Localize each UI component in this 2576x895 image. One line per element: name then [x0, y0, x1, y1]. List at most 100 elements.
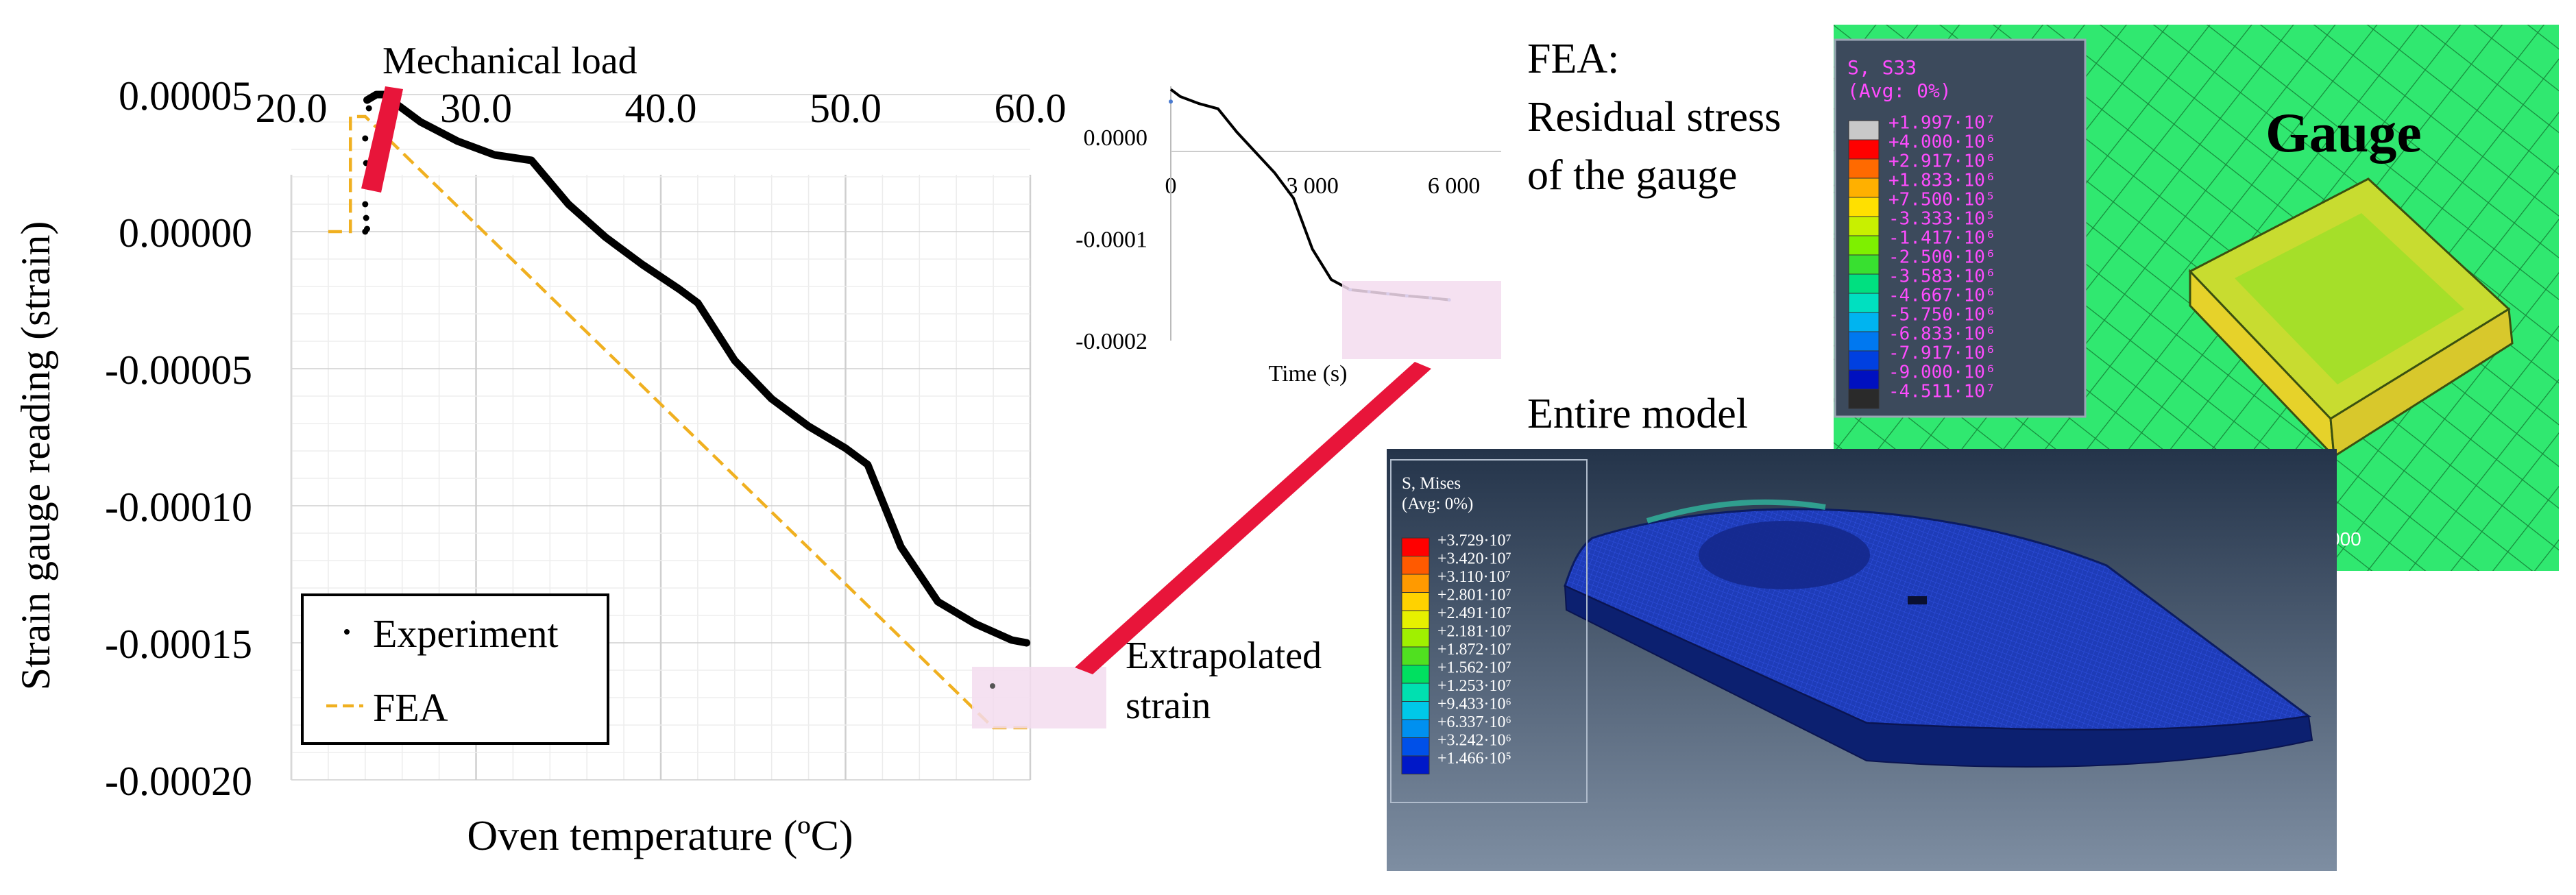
legend-color-swatch: [1401, 683, 1430, 702]
fea-title-line3: of the gauge: [1527, 152, 1738, 199]
legend-experiment-label: Experiment: [373, 611, 559, 656]
mechanical-load-arrow: [361, 86, 403, 193]
experiment-point: [363, 214, 369, 221]
legend-value: +1.872·10⁷: [1437, 641, 1511, 659]
main-top-tick-label: 40.0: [625, 86, 697, 131]
legend-value: -9.000·10⁶: [1888, 363, 1996, 383]
legend-color-swatch: [1848, 235, 1880, 256]
legend-value: +1.997·10⁷: [1888, 113, 1996, 134]
mises-legend-panel: S, Mises (Avg: 0%) +3.729·10⁷+3.420·10⁷+…: [1390, 459, 1588, 803]
main-legend: Experiment FEA: [301, 593, 609, 745]
zoom-connector-line: [1075, 362, 1431, 674]
main-y-tick-label: -0.00020: [105, 759, 252, 804]
legend-value: +7.500·10⁵: [1888, 190, 1996, 210]
experiment-point: [362, 201, 369, 208]
legend-value: +1.562·10⁷: [1437, 659, 1511, 676]
legend-color-swatch: [1848, 120, 1880, 140]
legend-color-swatch: [1848, 216, 1880, 236]
main-top-tick-labels: 20.0 30.0 40.0 50.0 60.0: [256, 86, 1067, 131]
gauge-block: [2188, 177, 2514, 460]
legend-value: +2.917·10⁶: [1888, 151, 1996, 172]
legend-color-swatch: [1401, 719, 1430, 738]
main-top-tick-label: 50.0: [810, 86, 882, 131]
experiment-point: [365, 105, 372, 112]
experiment-point: [362, 135, 369, 142]
legend-fea-label: FEA: [373, 685, 448, 730]
mises-legend-avg: (Avg: 0%): [1402, 495, 1473, 513]
legend-color-swatch: [1401, 610, 1430, 629]
legend-color-swatch: [1848, 312, 1880, 332]
main-top-tick-label: 30.0: [440, 86, 512, 131]
legend-value: -3.583·10⁶: [1888, 267, 1996, 287]
mises-color-swatches: [1401, 537, 1430, 774]
legend-value: +3.110·10⁷: [1437, 568, 1511, 586]
legend-color-swatch: [1848, 158, 1880, 179]
legend-value: -6.833·10⁶: [1888, 324, 1996, 345]
model-part: [1564, 499, 2313, 768]
legend-color-swatch: [1848, 389, 1880, 409]
legend-color-swatch: [1401, 574, 1430, 593]
legend-color-swatch: [1848, 369, 1880, 390]
entire-model-fea-image: S, Mises (Avg: 0%) +3.729·10⁷+3.420·10⁷+…: [1387, 449, 2337, 871]
main-y-tick-label: -0.00010: [105, 485, 252, 530]
main-top-tick-label: 60.0: [995, 86, 1067, 131]
fea-title-line2: Residual stress: [1527, 94, 1782, 140]
legend-value: +6.337·10⁶: [1437, 713, 1511, 731]
extrapolated-highlight-box: [972, 667, 1106, 728]
legend-experiment-marker: [344, 629, 350, 635]
legend-color-swatch: [1848, 254, 1880, 275]
legend-value: -3.333·10⁵: [1888, 209, 1996, 230]
legend-value: +1.253·10⁷: [1437, 677, 1511, 695]
legend-value: +3.729·10⁷: [1437, 532, 1511, 550]
legend-color-swatch: [1848, 197, 1880, 217]
mechanical-load-label: Mechanical load: [382, 40, 637, 82]
s33-legend-panel: S, S33 (Avg: 0%) +1.997·10⁷+4.000·10⁶+2.…: [1834, 38, 2087, 418]
main-y-tick-labels: 0.00005 0.00000 -0.00005 -0.00010 -0.00015 -0…: [105, 73, 252, 804]
extrapolated-point: [990, 683, 995, 689]
legend-value: -4.511·10⁷: [1888, 382, 1996, 402]
experiment-point: [363, 225, 370, 232]
s33-color-swatches: [1848, 120, 1880, 409]
mises-legend-title: S, Mises: [1402, 474, 1461, 493]
legend-value: +3.242·10⁶: [1437, 731, 1511, 749]
legend-value: -7.917·10⁶: [1888, 343, 1996, 364]
legend-color-swatch: [1401, 737, 1430, 757]
legend-color-swatch: [1401, 592, 1430, 611]
legend-value: +3.420·10⁷: [1437, 550, 1511, 567]
main-y-tick-label: 0.00000: [119, 210, 252, 256]
legend-color-swatch: [1848, 350, 1880, 371]
extrapolated-label-line2: strain: [1126, 685, 1211, 727]
legend-color-swatch: [1848, 177, 1880, 198]
s33-legend-title: S, S33: [1847, 56, 1917, 79]
legend-value: +2.491·10⁷: [1437, 604, 1511, 622]
mises-legend-values: +3.729·10⁷+3.420·10⁷+3.110·10⁷+2.801·10⁷…: [1437, 532, 1511, 768]
legend-color-swatch: [1401, 646, 1430, 665]
legend-value: -4.667·10⁶: [1888, 286, 1996, 306]
legend-color-swatch: [1401, 537, 1430, 556]
main-top-tick-label: 20.0: [256, 86, 328, 131]
main-y-tick-label: -0.00005: [105, 347, 252, 393]
entire-model-label: Entire model: [1527, 391, 1748, 437]
s33-legend-avg: (Avg: 0%): [1847, 79, 1952, 102]
main-y-tick-label: 0.00005: [119, 73, 252, 119]
legend-value: +2.181·10⁷: [1437, 622, 1511, 640]
legend-color-swatch: [1401, 556, 1430, 575]
legend-color-swatch: [1848, 331, 1880, 352]
gauge-label: Gauge: [2265, 101, 2422, 164]
legend-value: +1.466·10⁵: [1437, 750, 1511, 768]
legend-value: -2.500·10⁶: [1888, 247, 1996, 268]
legend-value: +2.801·10⁷: [1437, 586, 1511, 604]
legend-color-swatch: [1848, 293, 1880, 313]
legend-value: +4.000·10⁶: [1888, 132, 1996, 153]
s33-legend-values: +1.997·10⁷+4.000·10⁶+2.917·10⁶+1.833·10⁶…: [1888, 113, 1996, 402]
legend-value: -1.417·10⁶: [1888, 228, 1996, 249]
legend-value: -5.750·10⁶: [1888, 305, 1996, 326]
legend-color-swatch: [1848, 273, 1880, 294]
legend-value: +1.833·10⁶: [1888, 171, 1996, 191]
legend-color-swatch: [1401, 628, 1430, 648]
extrapolated-label-line1: Extrapolated: [1126, 635, 1322, 677]
legend-color-swatch: [1401, 755, 1430, 774]
fea-title-line1: FEA:: [1527, 36, 1620, 82]
legend-color-swatch: [1401, 701, 1430, 720]
